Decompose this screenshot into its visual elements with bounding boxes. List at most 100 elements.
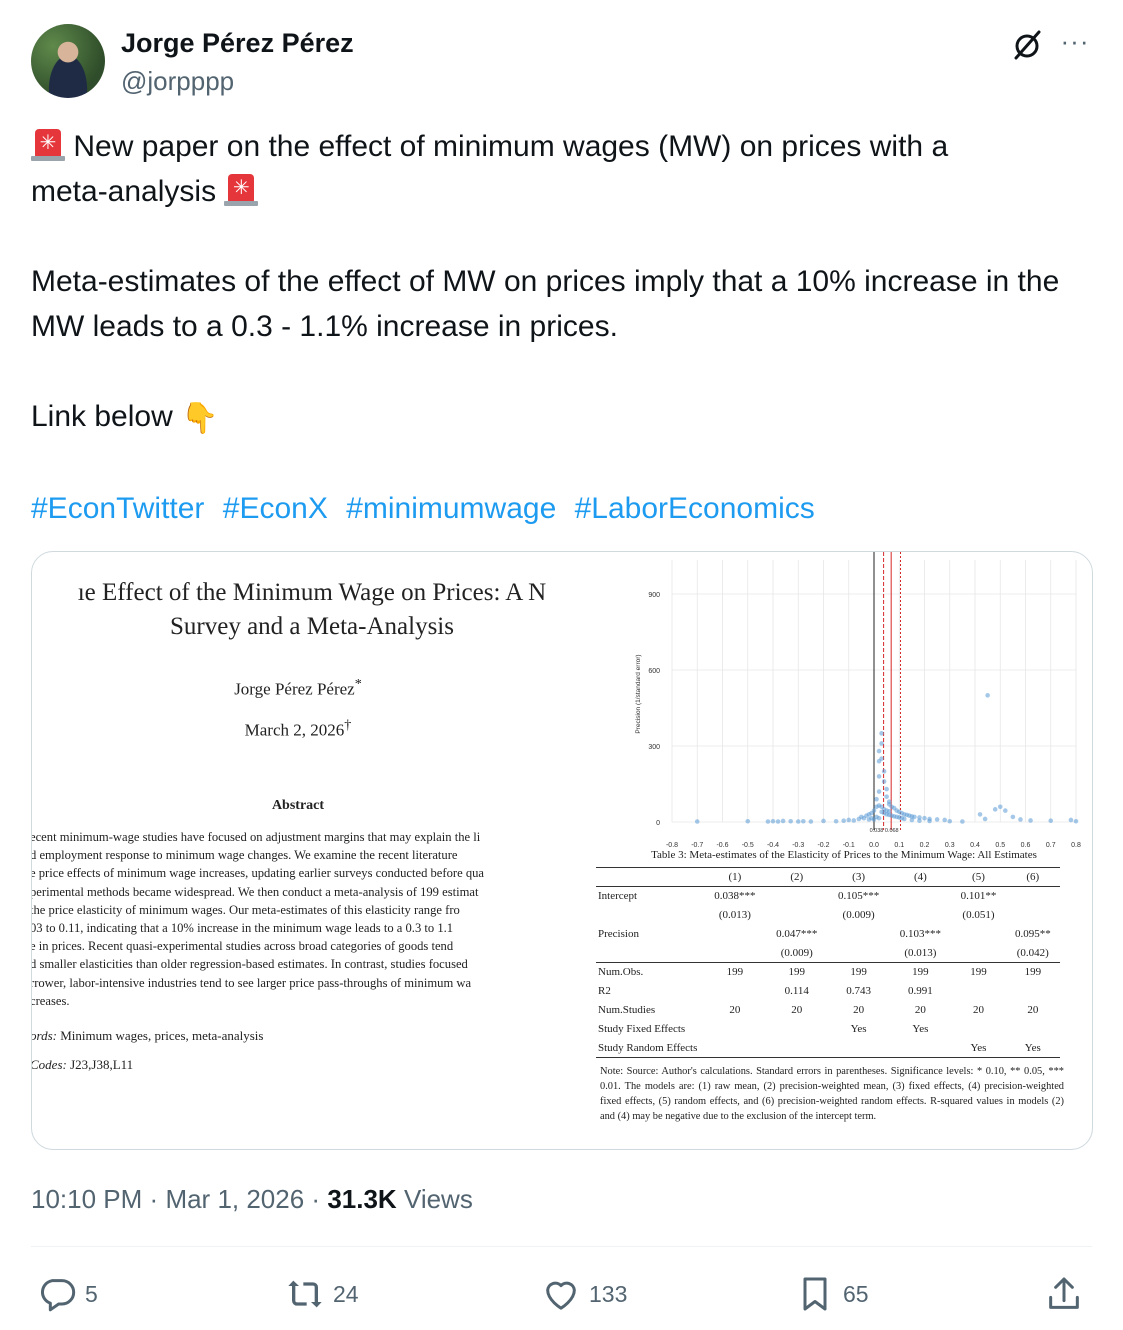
x-tick-label: -0.5 [742, 842, 754, 849]
table-note: Note: Source: Author's calculations. Sta… [600, 1066, 1064, 1122]
action-bar: 5 24 133 65 [31, 1268, 1092, 1320]
reply-button[interactable]: 5 [37, 1268, 98, 1320]
table-cell [1005, 886, 1060, 906]
data-point [909, 817, 915, 823]
table-cell: 0.105*** [827, 886, 890, 906]
hashtag-link[interactable]: #EconTwitter [31, 492, 205, 525]
abstract-line: d smaller elasticities than older regres… [32, 957, 468, 972]
table-header-cell: (5) [951, 867, 1006, 887]
more-icon[interactable]: ··· [1060, 26, 1090, 56]
abstract-line: ecent minimum-wage studies have focused … [32, 830, 481, 844]
table-header-row: (1) (2) (3) (4) (5) (6) [596, 867, 1060, 887]
repost-button[interactable]: 24 [285, 1268, 359, 1320]
table-cell: 0.991 [908, 985, 933, 997]
table-cell: 0.038*** [704, 886, 766, 906]
tweet-date[interactable]: Mar 1, 2026 [165, 1184, 305, 1214]
vline-label: 0.038 0.068 [870, 828, 899, 834]
reply-icon [40, 1279, 76, 1312]
data-point [879, 741, 884, 746]
data-point [851, 818, 857, 823]
jel-label: Codes: [32, 1057, 67, 1072]
bookmark-button[interactable]: 65 [795, 1268, 869, 1320]
table-cell: Study Fixed Effects [598, 1023, 686, 1035]
y-tick-label: 300 [648, 744, 660, 751]
author-handle[interactable]: @jorpppp [121, 66, 235, 96]
meta-estimates-table: (1) (2) (3) (4) (5) (6) Intercept 0.038*** 0.105… [596, 867, 1060, 1058]
data-point [788, 818, 793, 824]
data-point [884, 794, 889, 799]
abstract-line: e price effects of minimum wage increase… [32, 866, 485, 881]
hashtag-link[interactable]: #minimumwage [346, 492, 557, 525]
table-cell [951, 982, 1005, 1001]
keywords-label: ords: [32, 1028, 57, 1043]
jel-value: J23,J38,L11 [70, 1057, 134, 1072]
x-tick-label: -0.4 [767, 842, 779, 849]
table-cell [596, 906, 704, 925]
table-cell: 20 [1027, 1004, 1039, 1016]
table-cell [704, 925, 766, 944]
share-button[interactable] [1044, 1268, 1092, 1320]
author-name[interactable]: Jorge Pérez Pérez [121, 28, 354, 58]
data-point [876, 774, 882, 779]
data-point [884, 786, 889, 792]
data-point [881, 769, 887, 774]
data-point [1010, 814, 1016, 820]
data-point [775, 819, 781, 824]
table-cell: 0.103*** [899, 928, 942, 940]
views-count: 31.3K [327, 1184, 397, 1214]
data-point [765, 819, 771, 824]
table-cell: 20 [914, 1004, 926, 1016]
table-cell [596, 944, 704, 963]
data-point [927, 818, 932, 824]
abstract-line: rrower, labor-intensive industries tend … [32, 975, 472, 990]
data-point [833, 818, 839, 824]
table-header-cell: (6) [1005, 867, 1060, 887]
data-point [917, 815, 922, 820]
table-cell [1006, 982, 1060, 1001]
hashtag-link[interactable]: #LaborEconomics [574, 492, 815, 525]
data-point [694, 819, 700, 824]
meta-separator: · [311, 1184, 321, 1214]
table-cell [889, 1038, 952, 1058]
table-cell: 0.095** [1014, 928, 1051, 940]
x-tick-label: -0.6 [716, 842, 728, 849]
y-tick-label: 0 [656, 820, 660, 827]
table-cell: Study Random Effects [596, 1038, 704, 1058]
x-tick-label: 0.7 [1046, 842, 1056, 849]
table-cell: 0.047*** [776, 928, 818, 940]
tweet-line-2-text: meta-analysis [31, 175, 217, 208]
x-tick-label: 0.2 [920, 842, 930, 849]
table-cell [704, 944, 766, 963]
table-cell: 199 [765, 962, 828, 982]
data-point [1003, 808, 1008, 813]
like-button[interactable]: 133 [541, 1268, 627, 1320]
table-cell: 199 [704, 962, 766, 982]
data-point [917, 818, 922, 824]
data-point [1028, 818, 1033, 823]
tweet-paragraph-3: Link below 👇 [31, 394, 1091, 441]
tweet-line-1-text: New paper on the effect of minimum wages… [73, 130, 949, 163]
tweet-header: Jorge Pérez Pérez @jorpppp ··· [31, 24, 1092, 100]
paper-date-text: March 2, 2026 [244, 720, 345, 740]
table-cell [766, 906, 828, 925]
x-tick-label: 0.5 [995, 842, 1005, 849]
tweet-paragraph-3-text: Link below [31, 400, 173, 433]
table-cell: (0.009) [842, 909, 875, 921]
media-image[interactable]: ıe Effect of the Minimum Wage on Prices:… [31, 551, 1093, 1150]
tweet-time[interactable]: 10:10 PM [31, 1184, 143, 1214]
x-tick-label: 0.8 [1071, 842, 1081, 849]
table-cell: 20 [791, 1004, 803, 1016]
repost-count: 24 [333, 1280, 359, 1307]
paper-author: Jorge Pérez Pérez* [32, 676, 564, 700]
table-row: R2 0.114 0.743 0.991 [596, 982, 1060, 1001]
data-point [977, 812, 983, 817]
grok-icon[interactable] [1010, 28, 1044, 62]
table-cell [889, 906, 951, 925]
table-cell [765, 1038, 828, 1058]
hashtag-link[interactable]: #EconX [222, 492, 328, 525]
table-row: (0.013) (0.009) (0.051) [596, 906, 1060, 925]
data-point [982, 816, 988, 822]
table-cell: (0.013) [904, 946, 937, 959]
avatar[interactable] [31, 24, 105, 98]
tweet-paragraph-2: Meta-estimates of the effect of MW on pr… [31, 265, 1060, 343]
